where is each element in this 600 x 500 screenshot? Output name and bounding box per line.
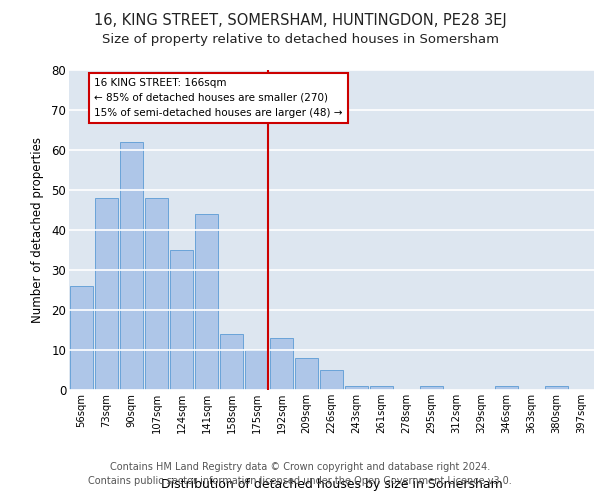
Bar xyxy=(220,334,244,390)
Bar xyxy=(170,250,193,390)
Bar xyxy=(494,386,518,390)
Bar xyxy=(344,386,368,390)
Bar xyxy=(119,142,143,390)
Text: Size of property relative to detached houses in Somersham: Size of property relative to detached ho… xyxy=(101,32,499,46)
Text: 16 KING STREET: 166sqm
← 85% of detached houses are smaller (270)
15% of semi-de: 16 KING STREET: 166sqm ← 85% of detached… xyxy=(94,78,343,118)
Bar xyxy=(269,338,293,390)
Text: Contains public sector information licensed under the Open Government Licence v3: Contains public sector information licen… xyxy=(88,476,512,486)
Text: Contains HM Land Registry data © Crown copyright and database right 2024.: Contains HM Land Registry data © Crown c… xyxy=(110,462,490,472)
Bar xyxy=(70,286,94,390)
Bar xyxy=(545,386,568,390)
Y-axis label: Number of detached properties: Number of detached properties xyxy=(31,137,44,323)
Bar xyxy=(145,198,169,390)
Bar xyxy=(320,370,343,390)
Bar xyxy=(245,350,268,390)
Bar xyxy=(419,386,443,390)
Bar xyxy=(370,386,394,390)
X-axis label: Distribution of detached houses by size in Somersham: Distribution of detached houses by size … xyxy=(161,478,502,490)
Bar xyxy=(194,214,218,390)
Bar xyxy=(95,198,118,390)
Bar xyxy=(295,358,319,390)
Text: 16, KING STREET, SOMERSHAM, HUNTINGDON, PE28 3EJ: 16, KING STREET, SOMERSHAM, HUNTINGDON, … xyxy=(94,12,506,28)
